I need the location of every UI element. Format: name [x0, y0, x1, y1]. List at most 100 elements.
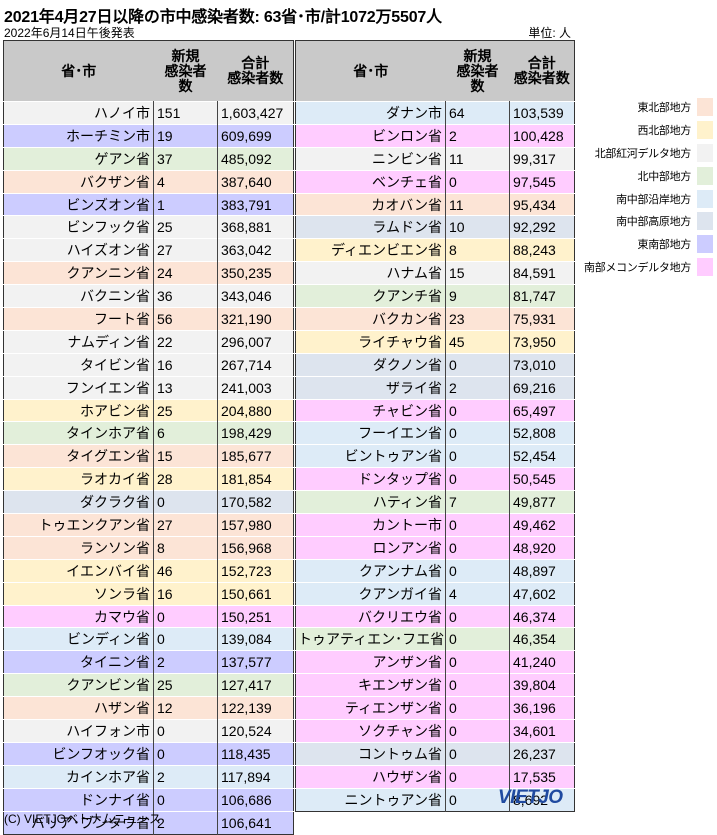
- table-row: ハザン省 12 122,139: [3, 696, 294, 720]
- total-cases: 485,092: [217, 146, 294, 171]
- new-cases: 9: [445, 284, 510, 308]
- cases-table-right: 省･市 新規 感染者数 合計 感染者数 ダナン市 64 103,539 ビンロン省 2 100…: [295, 40, 575, 812]
- province-name: ベンチェ省: [295, 169, 446, 194]
- header-new-cases: 新規 感染者数: [153, 40, 218, 102]
- total-cases: 73,010: [509, 352, 575, 377]
- new-cases: 0: [445, 604, 510, 628]
- total-cases: 157,980: [217, 513, 294, 537]
- total-cases: 26,237: [509, 741, 575, 766]
- new-cases: 6: [153, 421, 218, 445]
- total-cases: 17,535: [509, 764, 575, 789]
- new-cases: 15: [153, 444, 218, 468]
- province-name: ソンラ省: [3, 581, 154, 606]
- new-cases: 0: [153, 741, 218, 766]
- total-cases: 267,714: [217, 352, 294, 377]
- table-row: ナムディン省 22 296,007: [3, 329, 294, 354]
- table-row: ビンフオック省 0 118,435: [3, 741, 294, 766]
- table-row: ダナン市 64 103,539: [295, 101, 575, 125]
- total-cases: 118,435: [217, 741, 294, 766]
- table-row: タイグエン省 15 185,677: [3, 444, 294, 468]
- total-cases: 204,880: [217, 398, 294, 422]
- province-name: カマウ省: [3, 604, 154, 628]
- table-row: トゥエンクアン省 27 157,980: [3, 513, 294, 537]
- legend-swatch: [697, 143, 713, 162]
- table-row: キエンザン省 0 39,804: [295, 673, 575, 697]
- total-cases: 47,602: [509, 581, 575, 606]
- new-cases: 0: [445, 444, 510, 468]
- total-cases: 48,920: [509, 535, 575, 560]
- province-name: ビンロン省: [295, 123, 446, 148]
- legend-item: 南中部沿岸地方: [578, 187, 713, 210]
- province-name: ニンビン省: [295, 146, 446, 171]
- table-row: ライチャウ省 45 73,950: [295, 329, 575, 354]
- new-cases: 2: [445, 375, 510, 400]
- table-row: ゲアン省 37 485,092: [3, 146, 294, 171]
- new-cases: 0: [445, 741, 510, 766]
- province-name: ティエンザン省: [295, 696, 446, 720]
- total-cases: 150,661: [217, 581, 294, 606]
- province-name: ナムディン省: [3, 329, 154, 354]
- new-cases: 10: [445, 215, 510, 239]
- total-cases: 106,686: [217, 787, 294, 812]
- legend-item: 南中部高原地方: [578, 210, 713, 233]
- province-name: フート省: [3, 307, 154, 331]
- legend-item: 北部紅河デルタ地方: [578, 142, 713, 165]
- table-row: ハウザン省 0 17,535: [295, 764, 575, 789]
- total-cases: 65,497: [509, 398, 575, 422]
- total-cases: 106,641: [217, 810, 294, 834]
- total-cases: 50,545: [509, 467, 575, 491]
- new-cases: 64: [445, 101, 510, 125]
- total-cases: 1,603,427: [217, 101, 294, 125]
- new-cases: 4: [445, 581, 510, 606]
- vietjo-logo: VIETJO: [498, 787, 563, 808]
- cases-table-left: 省･市 新規 感染者数 合計 感染者数 ハノイ市 151 1,603,427 ホーチミン市…: [3, 40, 294, 835]
- total-cases: 97,545: [509, 169, 575, 194]
- total-cases: 609,699: [217, 123, 294, 148]
- province-name: ビントゥアン省: [295, 444, 446, 468]
- table-row: チャビン省 0 65,497: [295, 398, 575, 422]
- legend-label: 南中部高原地方: [616, 216, 691, 229]
- new-cases: 11: [445, 146, 510, 171]
- copyright: (C) VIETJOベトナムニュース: [4, 812, 162, 826]
- new-cases: 25: [153, 673, 218, 697]
- new-cases: 8: [445, 238, 510, 262]
- new-cases: 0: [445, 535, 510, 560]
- legend-label: 東北部地方: [637, 102, 692, 115]
- legend-label: 北中部地方: [637, 170, 692, 183]
- total-cases: 117,894: [217, 764, 294, 789]
- province-name: ドンナイ省: [3, 787, 154, 812]
- total-cases: 363,042: [217, 238, 294, 262]
- total-cases: 36,196: [509, 696, 575, 720]
- legend-swatch: [697, 121, 713, 140]
- province-name: キエンザン省: [295, 673, 446, 697]
- table-row: タイビン省 16 267,714: [3, 352, 294, 377]
- table-row: ドンタップ省 0 50,545: [295, 467, 575, 491]
- table-row: ビントゥアン省 0 52,454: [295, 444, 575, 468]
- new-cases: 0: [153, 787, 218, 812]
- province-name: ニントゥアン省: [295, 787, 446, 812]
- table-row: クアンビン省 25 127,417: [3, 673, 294, 697]
- table-row: クアンチ省 9 81,747: [295, 284, 575, 308]
- province-name: クアンナム省: [295, 558, 446, 583]
- province-name: ハイフォン市: [3, 719, 154, 743]
- province-name: トゥアティエン･フエ省: [295, 627, 446, 651]
- table-row: バクリエウ省 0 46,374: [295, 604, 575, 628]
- new-cases: 0: [445, 719, 510, 743]
- table-row: イエンバイ省 46 152,723: [3, 558, 294, 583]
- province-name: ビンズオン省: [3, 192, 154, 216]
- table-row: タイニン省 2 137,577: [3, 650, 294, 674]
- province-name: ホーチミン市: [3, 123, 154, 148]
- new-cases: 0: [445, 352, 510, 377]
- province-name: ドンタップ省: [295, 467, 446, 491]
- total-cases: 122,139: [217, 696, 294, 720]
- province-name: タイニン省: [3, 650, 154, 674]
- legend-swatch: [697, 212, 713, 231]
- province-name: バクザン省: [3, 169, 154, 194]
- new-cases: 37: [153, 146, 218, 171]
- table-row: タインホア省 6 198,429: [3, 421, 294, 445]
- new-cases: 0: [153, 627, 218, 651]
- province-name: ハザン省: [3, 696, 154, 720]
- legend-item: 東南部地方: [578, 233, 713, 256]
- table-row: ニンビン省 11 99,317: [295, 146, 575, 171]
- province-name: カインホア省: [3, 764, 154, 789]
